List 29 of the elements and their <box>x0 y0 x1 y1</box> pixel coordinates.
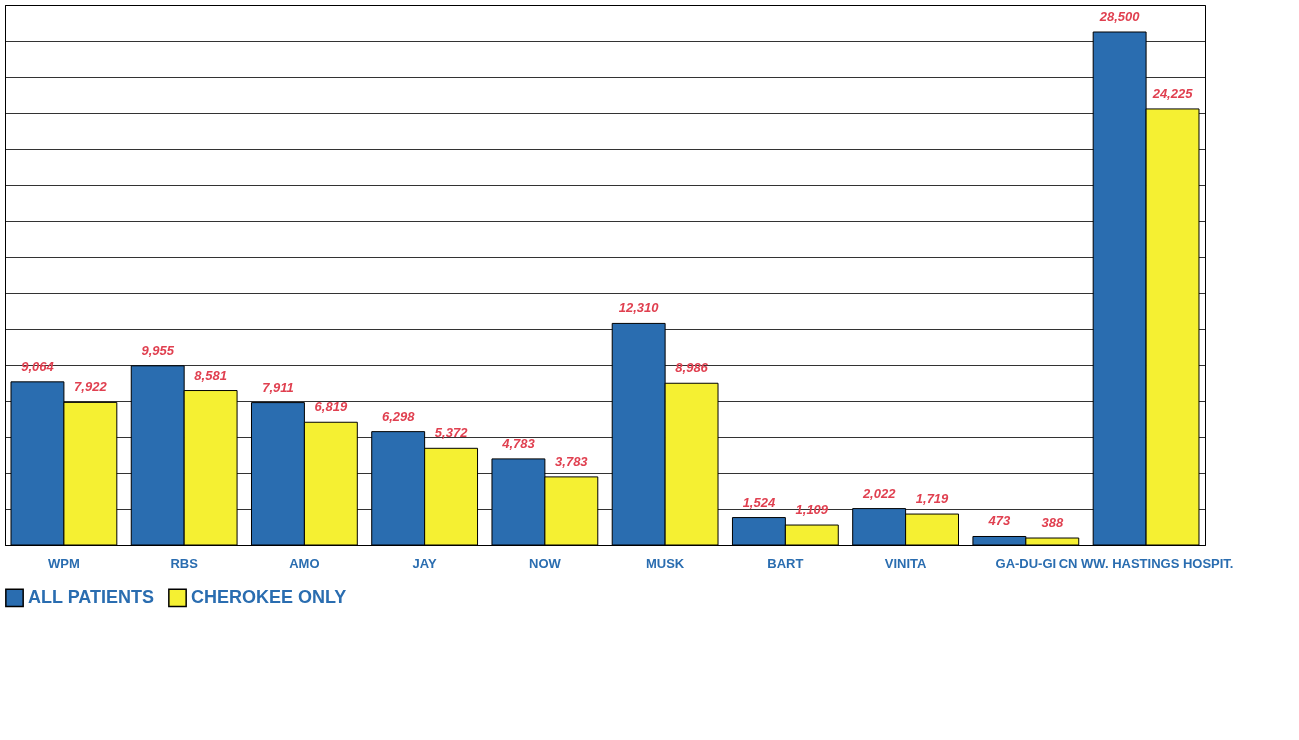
data-label: 5,372 <box>434 425 469 441</box>
data-label: 1,524 <box>742 494 776 510</box>
data-label: 4,783 <box>501 435 536 451</box>
x-tick-label: GA-DU-GI <box>995 555 1057 571</box>
data-label: 6,298 <box>381 408 416 424</box>
data-label: 6,819 <box>314 399 348 415</box>
data-label: 8,581 <box>194 367 227 383</box>
x-tick-label: MUSK <box>645 555 685 571</box>
x-tick-label: WPM <box>48 555 80 571</box>
x-tick-label: CN WW. HASTINGS HOSPIT. <box>1058 555 1234 571</box>
data-label: 28,500 <box>1098 9 1141 24</box>
data-label: 7,911 <box>262 379 294 395</box>
data-label: 388 <box>1041 515 1064 531</box>
data-label: 2,022 <box>861 485 897 501</box>
legend-label: CHEROKEE ONLY <box>191 586 347 607</box>
x-tick-label: BART <box>767 555 804 571</box>
data-label: 12,310 <box>618 300 660 316</box>
legend-label: ALL PATIENTS <box>28 586 154 607</box>
data-label: 3,783 <box>555 453 589 469</box>
x-tick-label: VINITA <box>884 555 928 571</box>
data-label: 473 <box>987 513 1011 529</box>
data-label: 1,719 <box>915 491 950 507</box>
x-tick-label: NOW <box>528 555 562 571</box>
x-tick-label: AMO <box>289 555 320 571</box>
x-tick-label: RBS <box>170 555 199 571</box>
data-label: 7,922 <box>74 379 108 395</box>
data-label: 9,955 <box>141 342 175 358</box>
data-label: 24,225 <box>1151 85 1194 101</box>
x-tick-label: JAY <box>412 555 438 571</box>
